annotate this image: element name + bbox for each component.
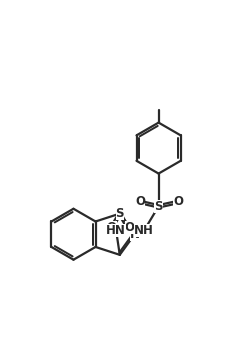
Text: O: O xyxy=(125,221,135,234)
Text: S: S xyxy=(115,207,124,220)
Text: O: O xyxy=(173,195,183,208)
Text: HN: HN xyxy=(106,224,126,237)
Text: NH: NH xyxy=(134,224,154,237)
Text: N: N xyxy=(130,228,140,241)
Text: O: O xyxy=(107,221,117,234)
Text: O: O xyxy=(135,195,145,208)
Text: S: S xyxy=(154,200,163,213)
